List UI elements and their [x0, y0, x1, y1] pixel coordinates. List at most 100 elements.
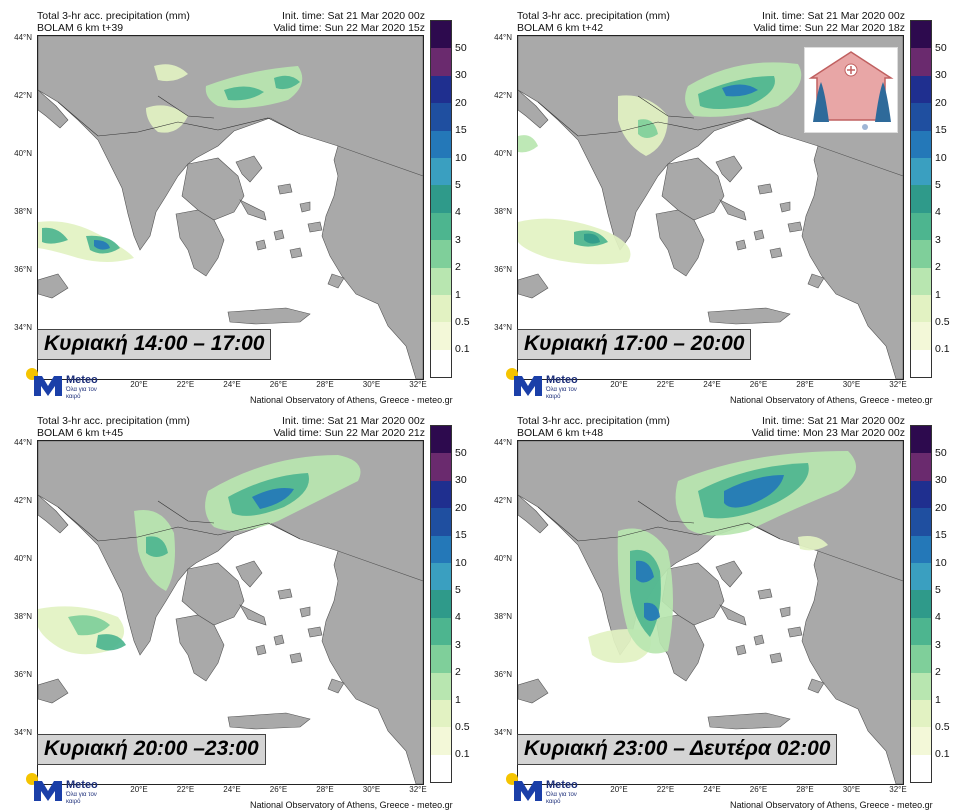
- colorbar-segment: [431, 212, 451, 241]
- panel-title: Total 3-hr acc. precipitation (mm): [37, 10, 190, 22]
- colorbar-label: 10: [455, 556, 467, 569]
- panel-header-left: Total 3-hr acc. precipitation (mm) BOLAM …: [517, 415, 670, 439]
- land-area: [181, 157, 245, 221]
- colorbar-segment: [431, 185, 451, 213]
- m-logo-icon: [34, 376, 62, 396]
- land-area: [327, 678, 345, 694]
- land-area: [769, 652, 783, 664]
- valid-time: Valid time: Sun 22 Mar 2020 15z: [273, 22, 425, 34]
- land-area: [779, 606, 791, 618]
- colorbar-segment: [911, 48, 931, 76]
- colorbar-label: 15: [455, 124, 467, 137]
- lat-label: 36°N: [494, 265, 512, 274]
- land-area: [787, 626, 803, 638]
- colorbar-label: 50: [455, 447, 467, 459]
- meteo-logo: Meteo Όλα για τον καιρό: [506, 368, 616, 402]
- lat-label: 34°N: [494, 323, 512, 332]
- credit-text: National Observatory of Athens, Greece -…: [250, 395, 453, 405]
- lat-label: 40°N: [14, 554, 32, 563]
- land-area: [239, 604, 267, 626]
- panel-header-right: Init. time: Sat 21 Mar 2020 00z Valid tim…: [752, 415, 905, 439]
- lat-label: 36°N: [14, 670, 32, 679]
- lon-label: 28°E: [316, 380, 334, 389]
- stay-home-sticker: [804, 47, 898, 133]
- land-area: [661, 157, 725, 221]
- colorbar-label: 0.5: [935, 721, 950, 733]
- land-area: [289, 247, 303, 259]
- border-lines: [57, 95, 301, 137]
- colorbar-segment: [911, 21, 931, 49]
- land-area: [327, 273, 345, 289]
- land-area: [321, 550, 423, 784]
- colorbar-label: 0.1: [455, 343, 470, 356]
- precip-area: [252, 488, 294, 509]
- land-area: [307, 221, 323, 233]
- land-area: [299, 201, 311, 213]
- meteo-logo: Meteo Όλα για τον καιρό: [26, 368, 136, 402]
- colorbar-label: 1: [455, 693, 461, 706]
- forecast-panel-1: Total 3-hr acc. precipitation (mm) BOLAM …: [0, 0, 480, 405]
- land-area: [518, 678, 549, 704]
- land-area: [175, 209, 225, 277]
- lat-label: 44°N: [14, 438, 32, 447]
- m-logo-icon: [514, 376, 542, 396]
- land-area: [801, 145, 903, 379]
- colorbar-label: 20: [455, 96, 467, 109]
- lon-label: 24°E: [223, 785, 241, 794]
- meteo-logo: Meteo Όλα για τον καιρό: [26, 773, 136, 807]
- land-area: [235, 155, 263, 183]
- land-area: [757, 183, 773, 195]
- colorbar-segment: [431, 349, 451, 378]
- brand-tagline: Όλα για τον καιρό: [66, 387, 97, 400]
- land-area: [801, 550, 903, 784]
- panel-header-right: Init. time: Sat 21 Mar 2020 00z Valid tim…: [753, 10, 905, 34]
- precip-area: [94, 240, 110, 250]
- lat-label: 40°N: [14, 149, 32, 158]
- colorbar-label: 0.5: [455, 316, 470, 328]
- colorbar-label: 2: [455, 261, 461, 274]
- lat-label: 34°N: [494, 728, 512, 737]
- lon-label: 20°E: [130, 785, 148, 794]
- colorbar-segment: [911, 240, 931, 268]
- lat-label: 36°N: [494, 670, 512, 679]
- land-area: [518, 494, 549, 534]
- colorbar-label: 3: [455, 638, 461, 651]
- precip-area: [42, 227, 68, 244]
- credit-text: National Observatory of Athens, Greece -…: [730, 800, 933, 810]
- panel-header-right: Init. time: Sat 21 Mar 2020 00z Valid tim…: [273, 10, 425, 34]
- colorbar-segment: [431, 103, 451, 131]
- colorbar-label: 5: [935, 584, 941, 596]
- lat-label: 38°N: [494, 612, 512, 621]
- panel-title: Total 3-hr acc. precipitation (mm): [37, 415, 190, 427]
- precip-area: [584, 233, 600, 244]
- colorbar-label: 50: [935, 42, 947, 54]
- lat-label: 44°N: [494, 438, 512, 447]
- land-area: [735, 644, 747, 656]
- colorbar-segment: [911, 75, 931, 104]
- colorbar-label: 1: [935, 693, 941, 706]
- colorbar-segment: [431, 508, 451, 536]
- colorbar-label: 5: [935, 179, 941, 191]
- valid-time: Valid time: Sun 22 Mar 2020 21z: [273, 427, 425, 439]
- lat-label: 40°N: [494, 149, 512, 158]
- colorbar-label: 30: [935, 474, 947, 487]
- lon-label: 22°E: [656, 380, 675, 389]
- lon-label: 26°E: [749, 380, 768, 389]
- colorbar-segment: [431, 672, 451, 700]
- time-range-caption: Κυριακή 23:00 – Δευτέρα 02:00: [517, 734, 838, 765]
- lat-label: 42°N: [14, 496, 32, 505]
- colorbar-segment: [431, 294, 451, 323]
- land-area: [38, 36, 423, 251]
- panel-title: Total 3-hr acc. precipitation (mm): [517, 10, 670, 22]
- colorbar-segment: [431, 727, 451, 755]
- valid-time: Valid time: Mon 23 Mar 2020 00z: [751, 427, 905, 439]
- lon-label: 22°E: [656, 785, 675, 794]
- colorbar-label: 5: [455, 584, 461, 596]
- colorbar-label: 4: [935, 611, 941, 624]
- m-logo-icon: [514, 781, 542, 801]
- colorbar-segment: [911, 508, 931, 536]
- panel-header-left: Total 3-hr acc. precipitation (mm) BOLAM …: [37, 415, 190, 439]
- border-lines: [537, 500, 781, 542]
- precip-area: [154, 64, 188, 82]
- model-label: BOLAM 6 km t+42: [517, 22, 604, 34]
